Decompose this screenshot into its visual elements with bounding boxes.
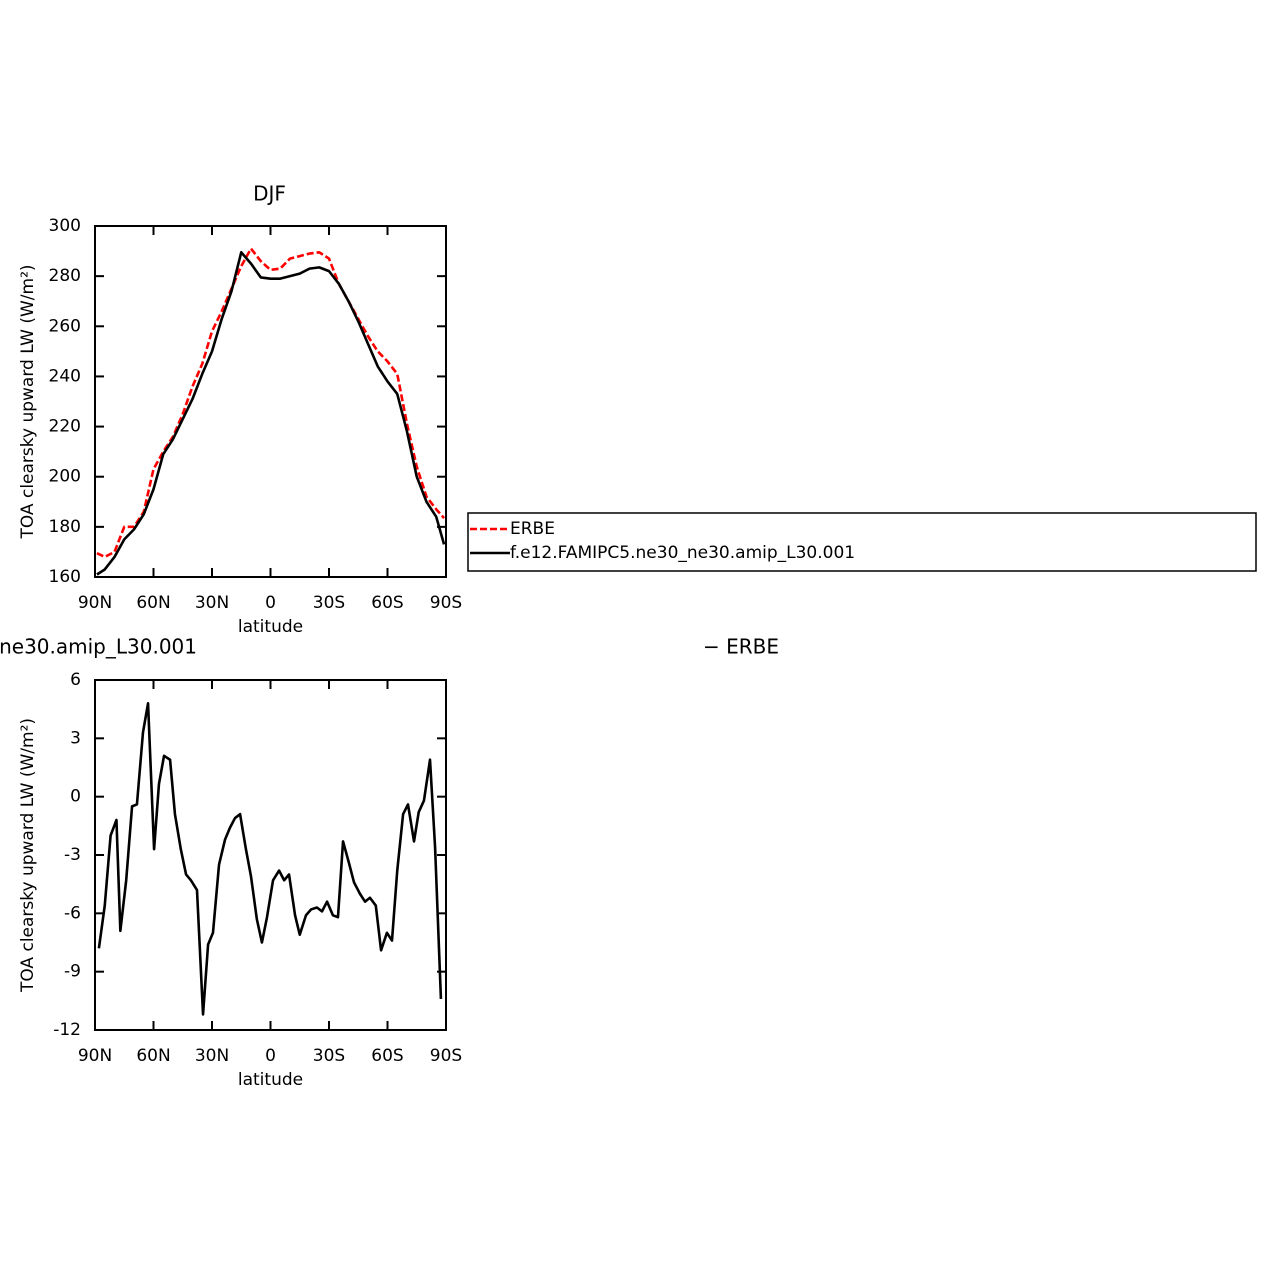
data-line	[97, 702, 443, 1016]
x-tick-label: 60N	[136, 593, 170, 613]
x-tick-label: 90S	[430, 593, 462, 613]
legend-label: ERBE	[510, 519, 555, 539]
y-tick-label: 280	[49, 266, 81, 286]
x-tick-label: 90N	[78, 593, 112, 613]
y-tick-label: 260	[49, 316, 81, 336]
x-tick-label: 0	[265, 1046, 276, 1066]
y-tick-label: 220	[49, 417, 81, 437]
chart-title: f.e12.FAMIPC5.ne30_ne30.amip_L30.001	[0, 635, 197, 659]
y-tick-label: -12	[53, 1020, 81, 1040]
y-tick-label: 240	[49, 366, 81, 386]
y-tick-label: 3	[70, 728, 81, 748]
y-tick-label: 6	[70, 670, 81, 690]
legend-label: f.e12.FAMIPC5.ne30_ne30.amip_L30.001	[510, 543, 855, 563]
legend-box	[467, 512, 1257, 572]
x-tick-label: 90N	[78, 1046, 112, 1066]
x-tick-label: 30S	[313, 593, 345, 613]
y-tick-label: 200	[49, 467, 81, 487]
y-tick-label: 0	[70, 787, 81, 807]
x-tick-label: 30N	[195, 593, 229, 613]
chart-title: DJF	[253, 182, 286, 206]
x-tick-label: 90S	[430, 1046, 462, 1066]
data-line	[96, 247, 446, 559]
x-tick-label: 60S	[371, 593, 403, 613]
plot-frame	[94, 679, 447, 1031]
x-tick-label: 0	[265, 593, 276, 613]
x-axis-label: latitude	[238, 1070, 303, 1090]
data-line	[96, 251, 446, 576]
x-tick-label: 30S	[313, 1046, 345, 1066]
y-axis-label: TOA clearsky upward LW (W/m²)	[18, 264, 38, 539]
y-tick-label: 160	[49, 567, 81, 587]
y-tick-label: -9	[64, 962, 81, 982]
x-tick-label: 30N	[195, 1046, 229, 1066]
x-tick-label: 60S	[371, 1046, 403, 1066]
y-tick-label: -3	[64, 845, 81, 865]
y-axis-label: TOA clearsky upward LW (W/m²)	[18, 718, 38, 993]
x-tick-label: 60N	[136, 1046, 170, 1066]
y-tick-label: -6	[64, 903, 81, 923]
y-tick-label: 300	[49, 216, 81, 236]
chart-subtitle: − ERBE	[703, 635, 779, 659]
y-tick-label: 180	[49, 517, 81, 537]
x-axis-label: latitude	[238, 617, 303, 637]
